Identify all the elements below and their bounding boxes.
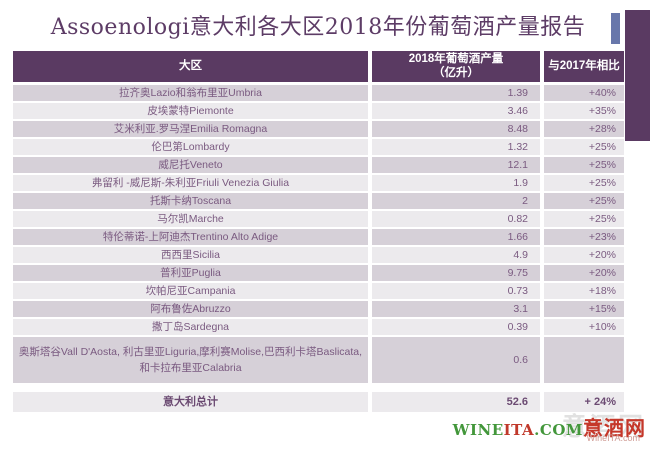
header-yoy: 与2017年相比 bbox=[544, 51, 624, 82]
region-cell: 奥斯塔谷Vall D'Aosta, 利古里亚Liguria,摩利赛Molise,… bbox=[13, 337, 368, 383]
table-row: 弗留利 -威尼斯-朱利亚Friuli Venezia Giulia 1.9 +2… bbox=[13, 175, 624, 191]
yoy-cell: +18% bbox=[544, 283, 624, 299]
logo-text: WINEITA.COM意酒网 bbox=[453, 412, 646, 441]
table-row: 艾米利亚.罗马涅Emilia Romagna 8.48 +28% bbox=[13, 121, 624, 137]
header-region: 大区 bbox=[13, 51, 368, 82]
decor-blue-bar bbox=[611, 13, 620, 44]
table-row-combined-regions: 奥斯塔谷Vall D'Aosta, 利古里亚Liguria,摩利赛Molise,… bbox=[13, 337, 624, 383]
table-row: 特伦蒂诺-上阿迪杰Trentino Alto Adige 1.66 +23% bbox=[13, 229, 624, 245]
region-cell: 坎帕尼亚Campania bbox=[13, 283, 368, 299]
production-cell: 1.39 bbox=[372, 85, 540, 101]
table-header-row: 大区 2018年葡萄酒产量 （亿升） 与2017年相比 bbox=[13, 51, 624, 82]
decor-purple-bar bbox=[625, 10, 650, 141]
yoy-cell: +40% bbox=[544, 85, 624, 101]
table-row: 威尼托Veneto 12.1 +25% bbox=[13, 157, 624, 173]
region-cell: 威尼托Veneto bbox=[13, 157, 368, 173]
production-cell: 8.48 bbox=[372, 121, 540, 137]
region-cell: 西西里Sicilia bbox=[13, 247, 368, 263]
yoy-cell: +23% bbox=[544, 229, 624, 245]
yoy-cell bbox=[544, 337, 624, 383]
table-row: 皮埃蒙特Piemonte 3.46 +35% bbox=[13, 103, 624, 119]
production-cell: 3.1 bbox=[372, 301, 540, 317]
region-cell: 伦巴第Lombardy bbox=[13, 139, 368, 155]
table-row: 坎帕尼亚Campania 0.73 +18% bbox=[13, 283, 624, 299]
table-row: 阿布鲁佐Abruzzo 3.1 +15% bbox=[13, 301, 624, 317]
table-row: 托斯卡纳Toscana 2 +25% bbox=[13, 193, 624, 209]
yoy-cell: +20% bbox=[544, 265, 624, 281]
logo-ita: ITA bbox=[503, 421, 535, 439]
production-cell: 12.1 bbox=[372, 157, 540, 173]
total-label: 意大利总计 bbox=[13, 392, 368, 412]
yoy-cell: +28% bbox=[544, 121, 624, 137]
table-row: 伦巴第Lombardy 1.32 +25% bbox=[13, 139, 624, 155]
region-cell: 托斯卡纳Toscana bbox=[13, 193, 368, 209]
production-cell: 1.32 bbox=[372, 139, 540, 155]
header-production: 2018年葡萄酒产量 （亿升） bbox=[372, 51, 540, 82]
region-cell: 普利亚Puglia bbox=[13, 265, 368, 281]
production-cell: 9.75 bbox=[372, 265, 540, 281]
yoy-cell: +25% bbox=[544, 175, 624, 191]
production-table: 大区 2018年葡萄酒产量 （亿升） 与2017年相比 拉齐奥Lazio和翁布里… bbox=[13, 51, 624, 414]
yoy-cell: +25% bbox=[544, 193, 624, 209]
region-cell: 拉齐奥Lazio和翁布里亚Umbria bbox=[13, 85, 368, 101]
total-yoy: + 24% bbox=[544, 392, 624, 412]
region-cell: 撒丁岛Sardegna bbox=[13, 319, 368, 335]
logo-wine: WINE bbox=[452, 421, 504, 439]
region-cell: 阿布鲁佐Abruzzo bbox=[13, 301, 368, 317]
logo-chinese: 意酒网 bbox=[583, 416, 646, 440]
logo-url-small: WineITA.com bbox=[586, 433, 640, 443]
production-cell: 1.9 bbox=[372, 175, 540, 191]
wineita-logo: 意酒网 WINEITA.COM意酒网 WineITA.com bbox=[446, 412, 646, 446]
production-cell: 2 bbox=[372, 193, 540, 209]
table-row: 普利亚Puglia 9.75 +20% bbox=[13, 265, 624, 281]
production-cell: 1.66 bbox=[372, 229, 540, 245]
table-row: 拉齐奥Lazio和翁布里亚Umbria 1.39 +40% bbox=[13, 85, 624, 101]
production-cell: 0.39 bbox=[372, 319, 540, 335]
region-cell: 艾米利亚.罗马涅Emilia Romagna bbox=[13, 121, 368, 137]
region-cell: 马尔凯Marche bbox=[13, 211, 368, 227]
production-cell: 0.73 bbox=[372, 283, 540, 299]
production-cell: 3.46 bbox=[372, 103, 540, 119]
yoy-cell: +20% bbox=[544, 247, 624, 263]
production-cell: 4.9 bbox=[372, 247, 540, 263]
table-row: 撒丁岛Sardegna 0.39 +10% bbox=[13, 319, 624, 335]
table-row: 西西里Sicilia 4.9 +20% bbox=[13, 247, 624, 263]
yoy-cell: +25% bbox=[544, 157, 624, 173]
ghost-watermark-text: 意酒网 bbox=[561, 412, 646, 441]
region-cell: 皮埃蒙特Piemonte bbox=[13, 103, 368, 119]
yoy-cell: +25% bbox=[544, 139, 624, 155]
table-row: 马尔凯Marche 0.82 +25% bbox=[13, 211, 624, 227]
table-total-row: 意大利总计 52.6 + 24% bbox=[13, 392, 624, 412]
yoy-cell: +15% bbox=[544, 301, 624, 317]
region-cell: 弗留利 -威尼斯-朱利亚Friuli Venezia Giulia bbox=[13, 175, 368, 191]
yoy-cell: +35% bbox=[544, 103, 624, 119]
yoy-cell: +25% bbox=[544, 211, 624, 227]
logo-com: .COM bbox=[534, 421, 583, 439]
yoy-cell: +10% bbox=[544, 319, 624, 335]
production-cell: 0.82 bbox=[372, 211, 540, 227]
page-title: Assoenologi意大利各大区2018年份葡萄酒产量报告 bbox=[50, 15, 586, 40]
region-cell: 特伦蒂诺-上阿迪杰Trentino Alto Adige bbox=[13, 229, 368, 245]
production-cell: 0.6 bbox=[372, 337, 540, 383]
table-gap bbox=[13, 385, 624, 392]
total-production: 52.6 bbox=[372, 392, 540, 412]
